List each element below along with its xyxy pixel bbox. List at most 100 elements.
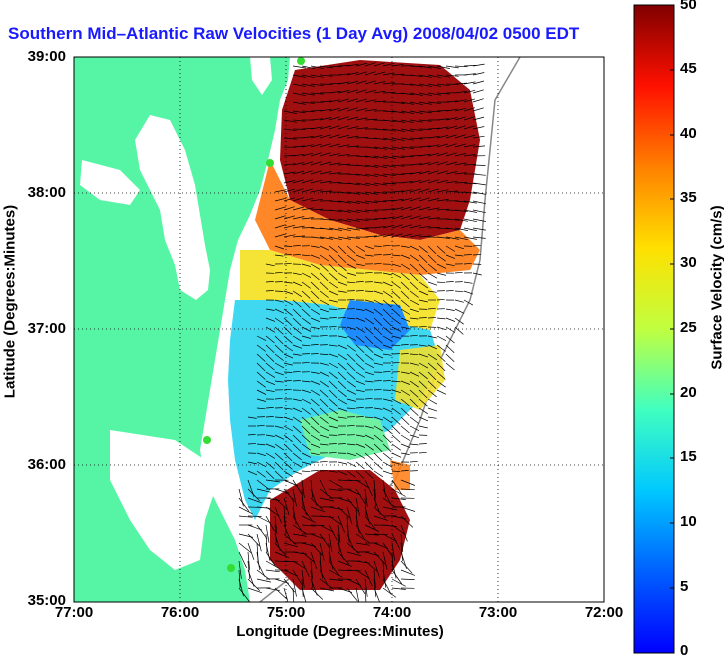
velocity-arrow bbox=[373, 71, 386, 76]
velocity-arrow bbox=[391, 497, 406, 500]
velocity-arrow bbox=[382, 344, 393, 349]
velocity-arrow bbox=[310, 389, 321, 396]
velocity-arrow bbox=[436, 152, 448, 157]
velocity-arrow bbox=[265, 335, 275, 344]
velocity-arrow bbox=[292, 479, 303, 495]
velocity-arrow bbox=[337, 73, 350, 76]
velocity-arrow bbox=[301, 92, 315, 96]
velocity-arrow bbox=[256, 569, 271, 580]
velocity-arrow bbox=[382, 470, 393, 475]
velocity-arrow bbox=[400, 137, 414, 141]
velocity-arrow bbox=[373, 90, 386, 94]
velocity-arrow bbox=[310, 208, 324, 211]
velocity-arrow bbox=[301, 179, 313, 184]
velocity-arrow bbox=[274, 233, 286, 238]
velocity-arrow bbox=[292, 380, 301, 382]
velocity-arrow bbox=[319, 290, 329, 298]
velocity-arrow bbox=[391, 344, 401, 347]
velocity-arrow bbox=[310, 569, 314, 588]
velocity-arrow bbox=[454, 162, 467, 166]
velocity-arrow bbox=[463, 73, 476, 76]
velocity-arrow bbox=[382, 216, 395, 220]
velocity-arrow bbox=[364, 515, 376, 530]
velocity-arrow bbox=[337, 433, 346, 436]
velocity-arrow bbox=[301, 361, 310, 364]
velocity-arrow bbox=[445, 117, 458, 121]
velocity-arrow bbox=[364, 317, 374, 325]
velocity-arrow bbox=[400, 233, 412, 238]
velocity-arrow bbox=[382, 533, 397, 542]
velocity-arrow bbox=[346, 407, 356, 410]
velocity-arrow bbox=[283, 388, 292, 391]
velocity-arrow bbox=[274, 380, 284, 383]
velocity-arrow bbox=[265, 380, 276, 386]
velocity-arrow bbox=[337, 200, 351, 204]
velocity-arrow bbox=[346, 461, 357, 468]
velocity-arrow bbox=[319, 542, 325, 561]
velocity-arrow bbox=[310, 281, 320, 291]
velocity-arrow bbox=[382, 524, 397, 527]
velocity-arrow bbox=[400, 92, 414, 96]
velocity-arrow bbox=[355, 89, 367, 94]
velocity-arrow bbox=[472, 200, 486, 205]
velocity-arrow bbox=[391, 533, 401, 550]
velocity-arrow bbox=[292, 299, 302, 308]
velocity-arrow bbox=[283, 461, 293, 470]
velocity-arrow bbox=[256, 362, 266, 372]
velocity-arrow bbox=[301, 74, 315, 79]
velocity-arrow bbox=[364, 578, 368, 597]
velocity-arrow bbox=[310, 299, 320, 308]
velocity-arrow bbox=[310, 416, 320, 426]
velocity-arrow bbox=[265, 443, 276, 448]
velocity-arrow bbox=[382, 461, 393, 468]
velocity-arrow bbox=[355, 71, 367, 76]
velocity-arrow bbox=[409, 188, 421, 193]
velocity-arrow bbox=[391, 263, 402, 268]
velocity-arrow bbox=[310, 452, 320, 456]
velocity-arrow bbox=[346, 227, 360, 231]
y-tick: 38:00 bbox=[27, 184, 66, 201]
x-tick: 77:00 bbox=[54, 604, 94, 621]
velocity-arrow bbox=[364, 560, 378, 572]
velocity-arrow bbox=[310, 227, 324, 230]
velocity-arrow bbox=[382, 82, 395, 85]
velocity-arrow bbox=[355, 182, 369, 186]
velocity-arrow bbox=[382, 128, 396, 132]
velocity-arrow bbox=[463, 218, 477, 223]
velocity-arrow bbox=[436, 208, 450, 211]
velocity-arrow bbox=[409, 443, 419, 446]
velocity-arrow bbox=[283, 281, 293, 284]
velocity-arrow bbox=[337, 125, 349, 130]
velocity-arrow bbox=[328, 353, 339, 358]
velocity-arrow bbox=[256, 353, 266, 362]
velocity-arrow bbox=[301, 551, 315, 563]
velocity-arrow bbox=[301, 127, 315, 130]
velocity-arrow bbox=[427, 272, 438, 279]
velocity-arrow bbox=[454, 172, 467, 175]
velocity-arrow bbox=[409, 197, 421, 202]
velocity-arrow bbox=[445, 344, 455, 354]
velocity-arrow bbox=[418, 416, 429, 422]
velocity-arrow bbox=[346, 173, 360, 176]
velocity-arrow bbox=[373, 443, 383, 452]
velocity-arrow bbox=[427, 407, 438, 412]
velocity-arrow bbox=[310, 118, 323, 121]
velocity-arrow bbox=[337, 551, 350, 565]
velocity-arrow bbox=[454, 200, 468, 203]
velocity-arrow bbox=[400, 353, 409, 355]
velocity-arrow bbox=[337, 569, 352, 572]
velocity-arrow bbox=[409, 110, 423, 114]
velocity-arrow bbox=[319, 143, 331, 148]
velocity-vectors bbox=[238, 62, 486, 602]
velocity-arrow bbox=[418, 101, 432, 105]
velocity-arrow bbox=[400, 224, 412, 229]
velocity-arrow bbox=[238, 515, 253, 518]
velocity-arrow bbox=[346, 533, 355, 551]
velocity-arrow bbox=[382, 569, 387, 588]
velocity-arrow bbox=[364, 299, 374, 303]
velocity-arrow bbox=[445, 125, 458, 130]
velocity-arrow bbox=[427, 380, 437, 389]
velocity-arrow bbox=[310, 83, 324, 87]
velocity-arrow bbox=[454, 326, 464, 335]
velocity-arrow bbox=[301, 83, 315, 87]
